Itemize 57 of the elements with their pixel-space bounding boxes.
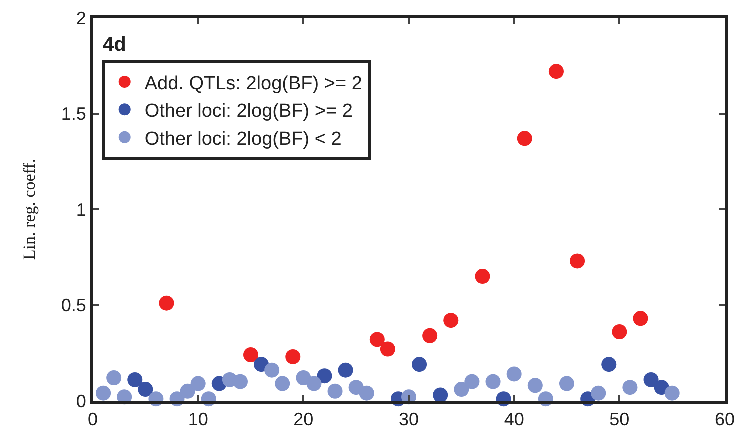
point: [275, 376, 290, 392]
point: [338, 362, 354, 378]
point: [286, 349, 301, 364]
point: [475, 269, 490, 284]
x-tick-label: 10: [188, 410, 208, 430]
point: [190, 376, 206, 392]
point: [96, 386, 112, 401]
point: [180, 384, 196, 399]
point: [602, 357, 617, 372]
point: [317, 368, 332, 384]
point: [380, 342, 396, 357]
point: [612, 324, 628, 340]
legend-label: Add. QTLs: 2log(BF) >= 2: [144, 73, 362, 94]
y-tick-label: 0: [76, 391, 86, 412]
point: [633, 311, 648, 326]
point: [560, 376, 574, 392]
point: [412, 357, 428, 372]
point: [506, 366, 522, 382]
point: [664, 386, 680, 401]
x-tick-label: 30: [398, 410, 420, 430]
point: [517, 131, 532, 146]
point: [328, 384, 343, 399]
point: [444, 313, 459, 328]
point: [296, 370, 312, 386]
point: [232, 374, 248, 390]
x-tick-label: 40: [504, 410, 524, 430]
point: [591, 386, 606, 401]
point: [422, 328, 438, 344]
point: [138, 382, 154, 398]
annotation: 4d: [103, 34, 126, 56]
point: [548, 64, 564, 80]
point: [359, 386, 374, 401]
point: [433, 388, 448, 403]
y-tick-label: 1.5: [61, 104, 86, 124]
legend-label: Other loci: 2log(BF) < 2: [144, 128, 342, 150]
point: [264, 362, 280, 378]
x-tick-label: 20: [294, 410, 314, 430]
point: [464, 374, 480, 390]
point: [306, 376, 322, 392]
point: [244, 348, 258, 363]
legend-label: Other loci: 2log(BF) >= 2: [144, 101, 353, 122]
y-tick-label: 0.5: [61, 296, 86, 316]
x-tick-label: 50: [610, 410, 630, 430]
point: [570, 254, 586, 269]
point: [528, 378, 543, 394]
point: [159, 296, 174, 311]
point: [622, 380, 638, 396]
y-tick-label: 1: [76, 200, 86, 220]
y-tick-label: 2: [76, 8, 86, 28]
y-axis-title: Lin. reg. coeff.: [20, 158, 39, 260]
point: [644, 372, 659, 388]
point: [454, 382, 470, 398]
point: [486, 374, 501, 390]
point: [370, 332, 385, 348]
x-tick-label: 60: [714, 410, 736, 430]
point: [106, 370, 122, 386]
point: [128, 372, 143, 388]
